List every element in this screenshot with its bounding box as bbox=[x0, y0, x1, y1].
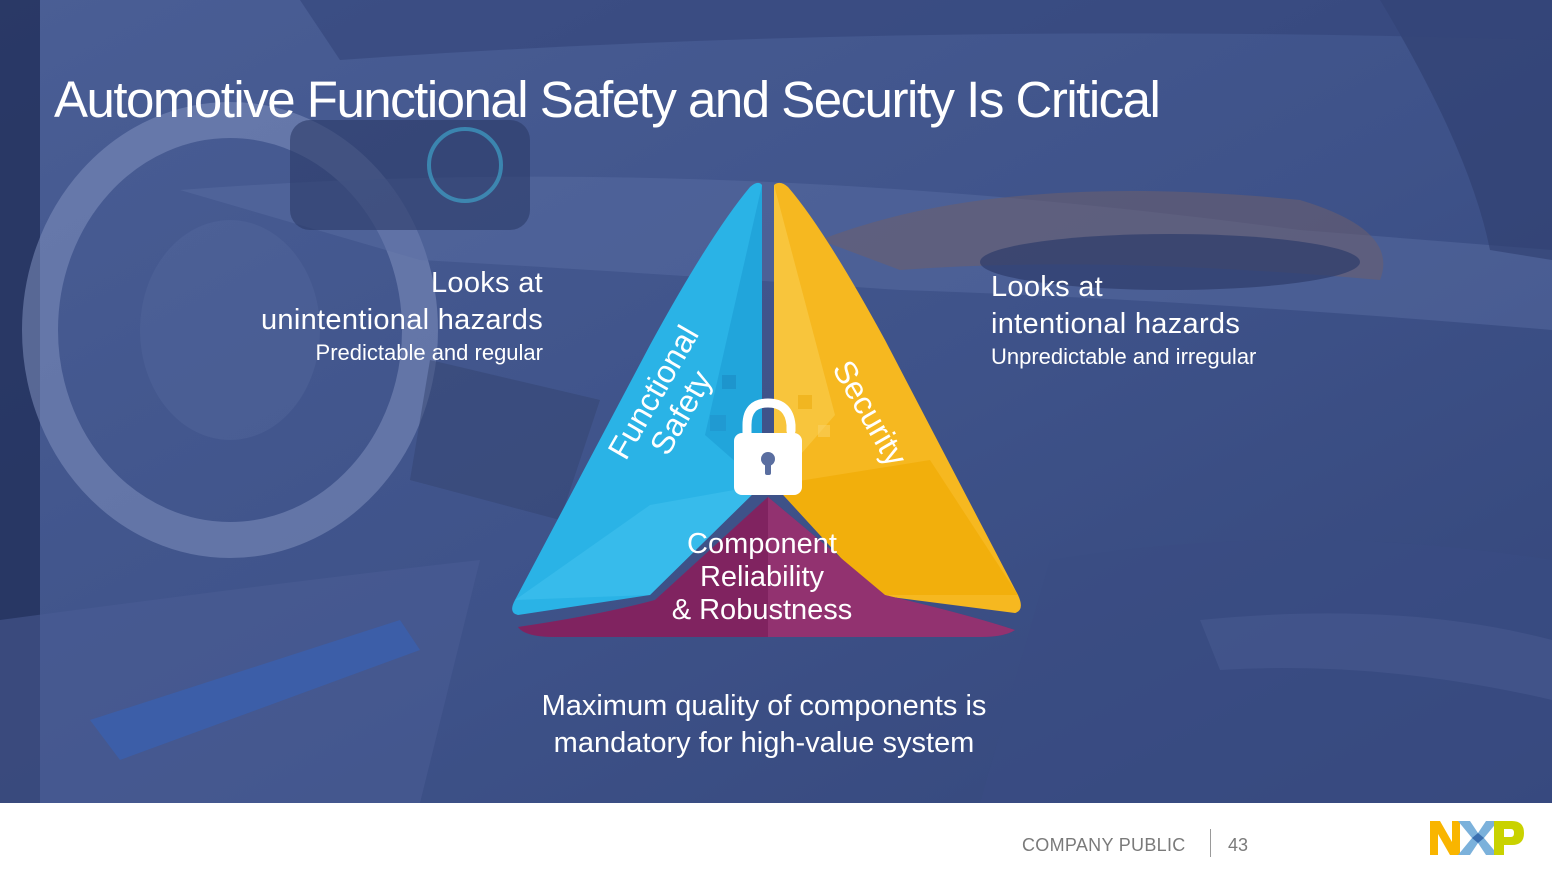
left-line-2: unintentional hazards bbox=[261, 304, 543, 336]
car-interior-background bbox=[0, 0, 1552, 803]
component-label-line-1: Component bbox=[687, 528, 837, 560]
page-title: Automotive Functional Safety and Securit… bbox=[54, 71, 1161, 128]
component-label-line-3: & Robustness bbox=[671, 594, 853, 626]
page-number: 43 bbox=[1228, 835, 1249, 855]
bottom-statement: Maximum quality of components is mandato… bbox=[541, 690, 987, 759]
padlock-unlocked-icon bbox=[734, 398, 802, 495]
functional-safety-description: Looks at unintentional hazards Predictab… bbox=[230, 265, 543, 367]
left-line-1: Looks at bbox=[430, 267, 543, 299]
component-reliability-label: Component Reliability & Robustness bbox=[640, 528, 884, 627]
right-line-2: intentional hazards bbox=[991, 308, 1241, 340]
right-subtext: Unpredictable and irregular bbox=[991, 344, 1257, 369]
classification-label: COMPANY PUBLIC bbox=[1022, 835, 1186, 855]
right-line-1: Looks at bbox=[991, 271, 1104, 303]
slide-background: Automotive Functional Safety and Securit… bbox=[0, 0, 1552, 803]
security-description: Looks at intentional hazards Unpredictab… bbox=[991, 269, 1256, 371]
footer-divider bbox=[1210, 829, 1211, 857]
nxp-logo bbox=[1430, 821, 1524, 855]
component-label-line-2: Reliability bbox=[699, 561, 825, 593]
safety-security-triangle bbox=[512, 182, 1021, 637]
footer bbox=[0, 803, 1552, 873]
left-subtext: Predictable and regular bbox=[315, 340, 543, 365]
